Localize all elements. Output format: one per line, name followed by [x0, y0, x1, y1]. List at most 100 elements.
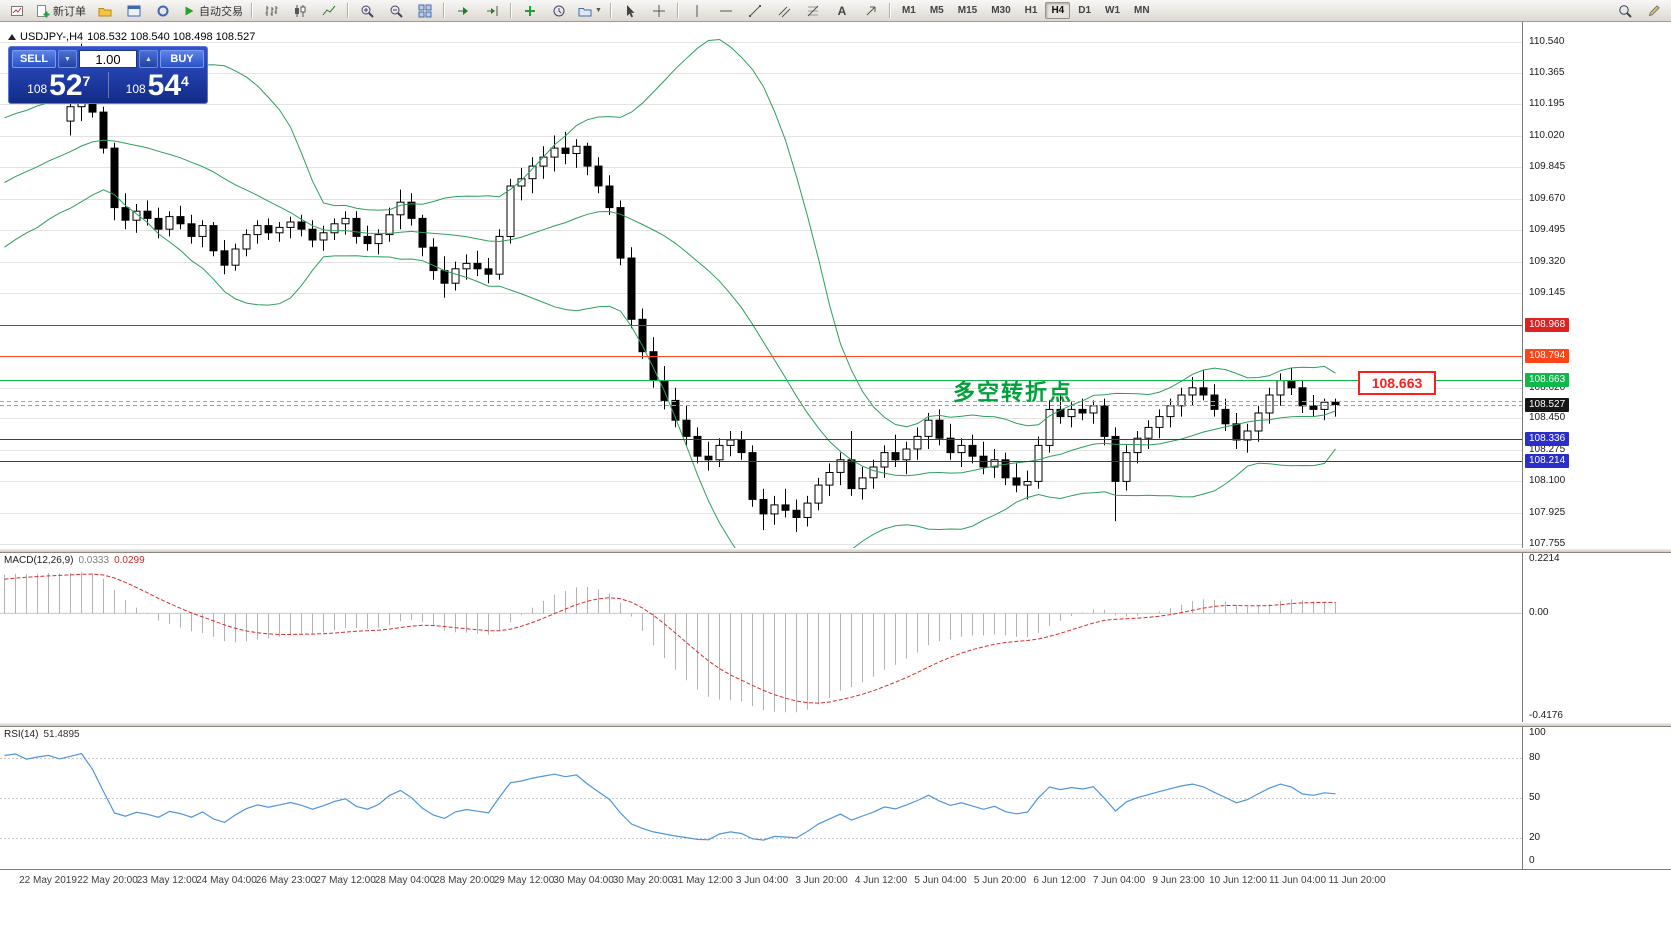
time-label: 28 May 04:00: [374, 875, 436, 886]
indicators-button[interactable]: [516, 1, 544, 21]
tile-windows-button[interactable]: [411, 1, 439, 21]
market-watch-icon: [127, 5, 141, 16]
time-axis[interactable]: 22 May 2019 22 May 20:00 23 May 12:00 24 Ma…: [0, 869, 1671, 890]
rsi-canvas[interactable]: [0, 727, 1522, 869]
price-tick: 107.925: [1529, 507, 1566, 518]
sell-price-prefix: 108: [27, 82, 48, 96]
zoom-in-icon: [361, 5, 374, 18]
toolbar-separator: [443, 3, 445, 18]
volume-input[interactable]: [79, 50, 137, 68]
macd-axis[interactable]: 0.2214 0.00 -0.4176: [1522, 553, 1671, 722]
chart-ohlc-values: 108.532 108.540 108.498 108.527: [87, 31, 256, 43]
fibonacci-icon: [807, 5, 819, 16]
timeframe-W1[interactable]: W1: [1105, 5, 1121, 16]
panel-splitter[interactable]: [0, 722, 1671, 727]
auto-scroll-button[interactable]: [449, 1, 477, 21]
price-tag: 108.663: [1525, 373, 1570, 387]
price-tick: 109.320: [1529, 256, 1566, 267]
crosshair-icon: [652, 4, 665, 17]
new-chart-button[interactable]: [3, 1, 31, 21]
market-watch-button[interactable]: [120, 1, 148, 21]
buy-price-button[interactable]: 108 54 4: [111, 68, 205, 102]
chart-ohlc-header: USDJPY-,H4 108.532 108.540 108.498 108.5…: [8, 31, 255, 43]
autotrading-button[interactable]: 自动交易: [178, 1, 247, 21]
toolbar-separator: [888, 3, 891, 18]
line-chart-button[interactable]: [315, 1, 343, 21]
time-label: 30 May 20:00: [612, 875, 674, 886]
price-chart-canvas[interactable]: [0, 22, 1522, 548]
price-tick: 109.495: [1529, 224, 1566, 235]
navigator-button[interactable]: [149, 1, 177, 21]
sell-button[interactable]: SELL: [12, 50, 56, 68]
dropdown-caret-icon: ▼: [595, 7, 602, 14]
vertical-line-icon: [696, 4, 698, 17]
timeframe-D1[interactable]: D1: [1078, 5, 1092, 16]
bar-chart-button[interactable]: [257, 1, 285, 21]
volume-decrease-button[interactable]: ▼: [58, 50, 77, 68]
periods-button[interactable]: [545, 1, 573, 21]
timeframe-M5[interactable]: M5: [929, 5, 944, 16]
channel-tool-button[interactable]: [770, 1, 798, 21]
horizontal-line-icon: [719, 10, 732, 11]
timeframe-H4[interactable]: H4: [1045, 2, 1071, 19]
time-label: 22 May 2019: [19, 875, 77, 886]
crosshair-button[interactable]: [645, 1, 673, 21]
toolbar-separator: [347, 3, 349, 18]
profiles-button[interactable]: [91, 1, 119, 21]
chart-shift-button[interactable]: [478, 1, 506, 21]
price-tag: 108.336: [1525, 432, 1570, 446]
rsi-axis[interactable]: 100 80 50 20 0: [1522, 727, 1671, 869]
candlestick-chart-button[interactable]: [286, 1, 314, 21]
chart-shift-icon: [487, 5, 498, 16]
rsi-tick: 0: [1529, 855, 1535, 866]
price-tick: 110.195: [1529, 98, 1565, 109]
macd-tick: -0.4176: [1529, 710, 1563, 721]
volume-increase-button[interactable]: ▲: [139, 50, 158, 68]
trendline-tool-button[interactable]: [741, 1, 769, 21]
arrow-tool-button[interactable]: [857, 1, 885, 21]
search-icon: [1619, 4, 1632, 18]
horizontal-line-tool-button[interactable]: [712, 1, 740, 21]
buy-price-pip: 4: [181, 73, 189, 89]
chart-symbol-period: USDJPY-,H4: [20, 31, 84, 43]
timeframe-H1[interactable]: H1: [1024, 5, 1038, 16]
buy-button[interactable]: BUY: [160, 50, 204, 68]
timeframe-M15[interactable]: M15: [957, 5, 978, 16]
timeframe-M1[interactable]: M1: [901, 5, 916, 16]
toolbar-separator: [676, 3, 679, 18]
price-tick: 110.540: [1529, 36, 1565, 47]
price-axis[interactable]: 110.540 110.365 110.195 110.020 109.845 109.6…: [1522, 22, 1671, 549]
price-tag: 108.527: [1525, 398, 1570, 412]
price-tag: 108.214: [1525, 454, 1570, 468]
time-label: 7 Jun 04:00: [1092, 875, 1146, 886]
timeframe-M30[interactable]: M30: [991, 5, 1011, 16]
zoom-in-button[interactable]: [353, 1, 381, 21]
price-tick: 109.845: [1529, 161, 1566, 172]
time-label: 6 Jun 12:00: [1033, 875, 1086, 886]
time-label: 4 Jun 12:00: [854, 875, 908, 886]
search-button[interactable]: [1611, 1, 1639, 21]
sell-price-button[interactable]: 108 52 7: [12, 68, 106, 102]
panel-splitter[interactable]: [0, 548, 1671, 553]
bar-chart-icon: [265, 5, 278, 16]
price-tick: 108.275: [1529, 444, 1566, 455]
auto-scroll-icon: [458, 6, 468, 15]
toolbar-separator: [609, 3, 612, 18]
fibonacci-tool-button[interactable]: [799, 1, 827, 21]
bottom-empty-strip: [0, 890, 1671, 947]
indicators-plus-icon: [525, 5, 535, 16]
new-order-button[interactable]: 新订单: [32, 1, 90, 21]
templates-button[interactable]: ▼: [574, 1, 606, 21]
cursor-button[interactable]: [616, 1, 644, 21]
sell-price-big: 52: [49, 69, 83, 102]
metaeditor-button[interactable]: [1640, 1, 1668, 21]
templates-folder-icon: [578, 7, 592, 16]
text-tool-button[interactable]: A: [828, 1, 856, 21]
new-order-icon: [37, 4, 50, 17]
time-label: 29 May 12:00: [493, 875, 555, 886]
vertical-line-tool-button[interactable]: [683, 1, 711, 21]
zoom-out-button[interactable]: [382, 1, 410, 21]
price-tick: 109.145: [1529, 287, 1566, 298]
timeframe-MN[interactable]: MN: [1134, 5, 1150, 16]
macd-canvas[interactable]: [0, 553, 1522, 722]
